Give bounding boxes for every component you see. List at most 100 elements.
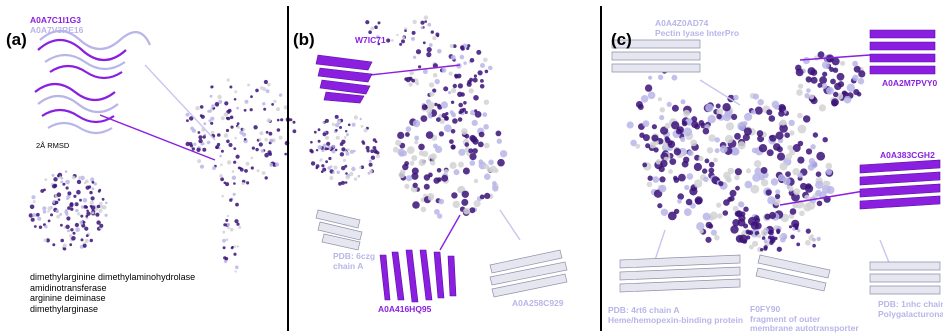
network-node — [787, 185, 794, 192]
network-node — [719, 145, 728, 154]
network-node — [760, 167, 768, 174]
network-node — [810, 76, 818, 84]
network-node — [484, 69, 489, 74]
label-pdb-6czg: PDB: 6czg — [333, 251, 376, 261]
network-node — [45, 238, 51, 243]
network-node — [60, 176, 64, 180]
network-node — [797, 112, 803, 119]
label-a0a258c929: A0A258C929 — [512, 298, 564, 308]
network-node — [774, 104, 780, 110]
network-node — [770, 178, 779, 186]
network-node — [30, 217, 35, 222]
network-node — [480, 63, 485, 68]
network-node — [440, 101, 448, 109]
network-node — [805, 76, 812, 83]
network-node — [428, 82, 435, 88]
network-node — [55, 209, 59, 214]
network-node — [837, 81, 845, 88]
network-node — [234, 136, 237, 140]
network-node — [731, 113, 738, 120]
network-node — [659, 107, 665, 113]
network-node — [730, 225, 739, 234]
network-node — [817, 82, 823, 88]
network-node — [80, 205, 85, 209]
network-node — [47, 219, 51, 223]
network-node — [401, 39, 405, 44]
network-node — [681, 120, 688, 127]
network-node — [812, 237, 816, 242]
network-node — [467, 79, 472, 85]
network-node — [69, 203, 74, 208]
network-node — [57, 174, 60, 178]
network-node — [724, 134, 734, 144]
network-node — [233, 245, 237, 248]
network-node — [426, 107, 433, 114]
network-node — [437, 213, 443, 219]
network-node — [776, 230, 780, 235]
network-node — [322, 132, 327, 137]
network-node — [32, 213, 36, 217]
network-node — [488, 159, 494, 166]
network-node — [738, 201, 745, 208]
network-node — [673, 148, 682, 156]
network-node — [232, 192, 236, 196]
network-node — [758, 174, 766, 181]
network-node — [322, 121, 325, 124]
network-node — [709, 211, 718, 220]
network-node — [264, 176, 268, 180]
network-node — [826, 86, 834, 95]
network-node — [805, 240, 811, 246]
network-node — [265, 130, 269, 134]
network-node — [810, 144, 816, 150]
network-node — [71, 236, 76, 241]
network-node — [269, 138, 273, 142]
network-node — [427, 194, 434, 201]
network-node — [83, 205, 88, 209]
network-node — [273, 99, 277, 103]
network-node — [258, 138, 262, 141]
network-node — [196, 147, 201, 152]
network-node — [69, 243, 73, 247]
network-node — [359, 117, 362, 121]
network-node — [657, 74, 664, 81]
network-node — [60, 238, 64, 243]
network-node — [344, 150, 347, 153]
network-node — [471, 119, 478, 126]
network-node — [802, 57, 811, 65]
network-node — [644, 84, 653, 92]
network-node — [271, 103, 274, 106]
network-node — [768, 229, 774, 236]
connector-b3 — [499, 209, 521, 241]
network-node — [247, 83, 251, 87]
network-node — [404, 77, 408, 81]
network-node — [386, 38, 391, 43]
network-node — [718, 181, 724, 187]
network-node — [234, 90, 238, 94]
network-node — [766, 109, 773, 116]
network-node — [722, 112, 732, 122]
network-node — [451, 192, 458, 199]
network-node — [734, 132, 741, 140]
network-node — [408, 82, 413, 87]
network-node — [677, 198, 682, 204]
panel-b-label: (b) — [293, 30, 315, 49]
network-node — [404, 183, 410, 189]
network-node — [765, 189, 772, 196]
network-node — [778, 110, 785, 117]
network-node — [683, 127, 693, 137]
structure-a-top — [37, 29, 152, 80]
network-node — [368, 30, 372, 34]
network-node — [423, 183, 430, 190]
network-node — [215, 145, 220, 150]
network-node — [422, 41, 426, 45]
structure-a-bottom — [34, 82, 119, 135]
network-node — [818, 104, 827, 112]
structure-b-pdb — [315, 209, 363, 251]
network-node — [642, 120, 650, 127]
network-node — [677, 193, 684, 200]
network-node — [256, 169, 260, 173]
network-node — [463, 207, 470, 215]
network-node — [710, 229, 718, 236]
network-node — [443, 124, 452, 133]
network-node — [774, 193, 781, 200]
